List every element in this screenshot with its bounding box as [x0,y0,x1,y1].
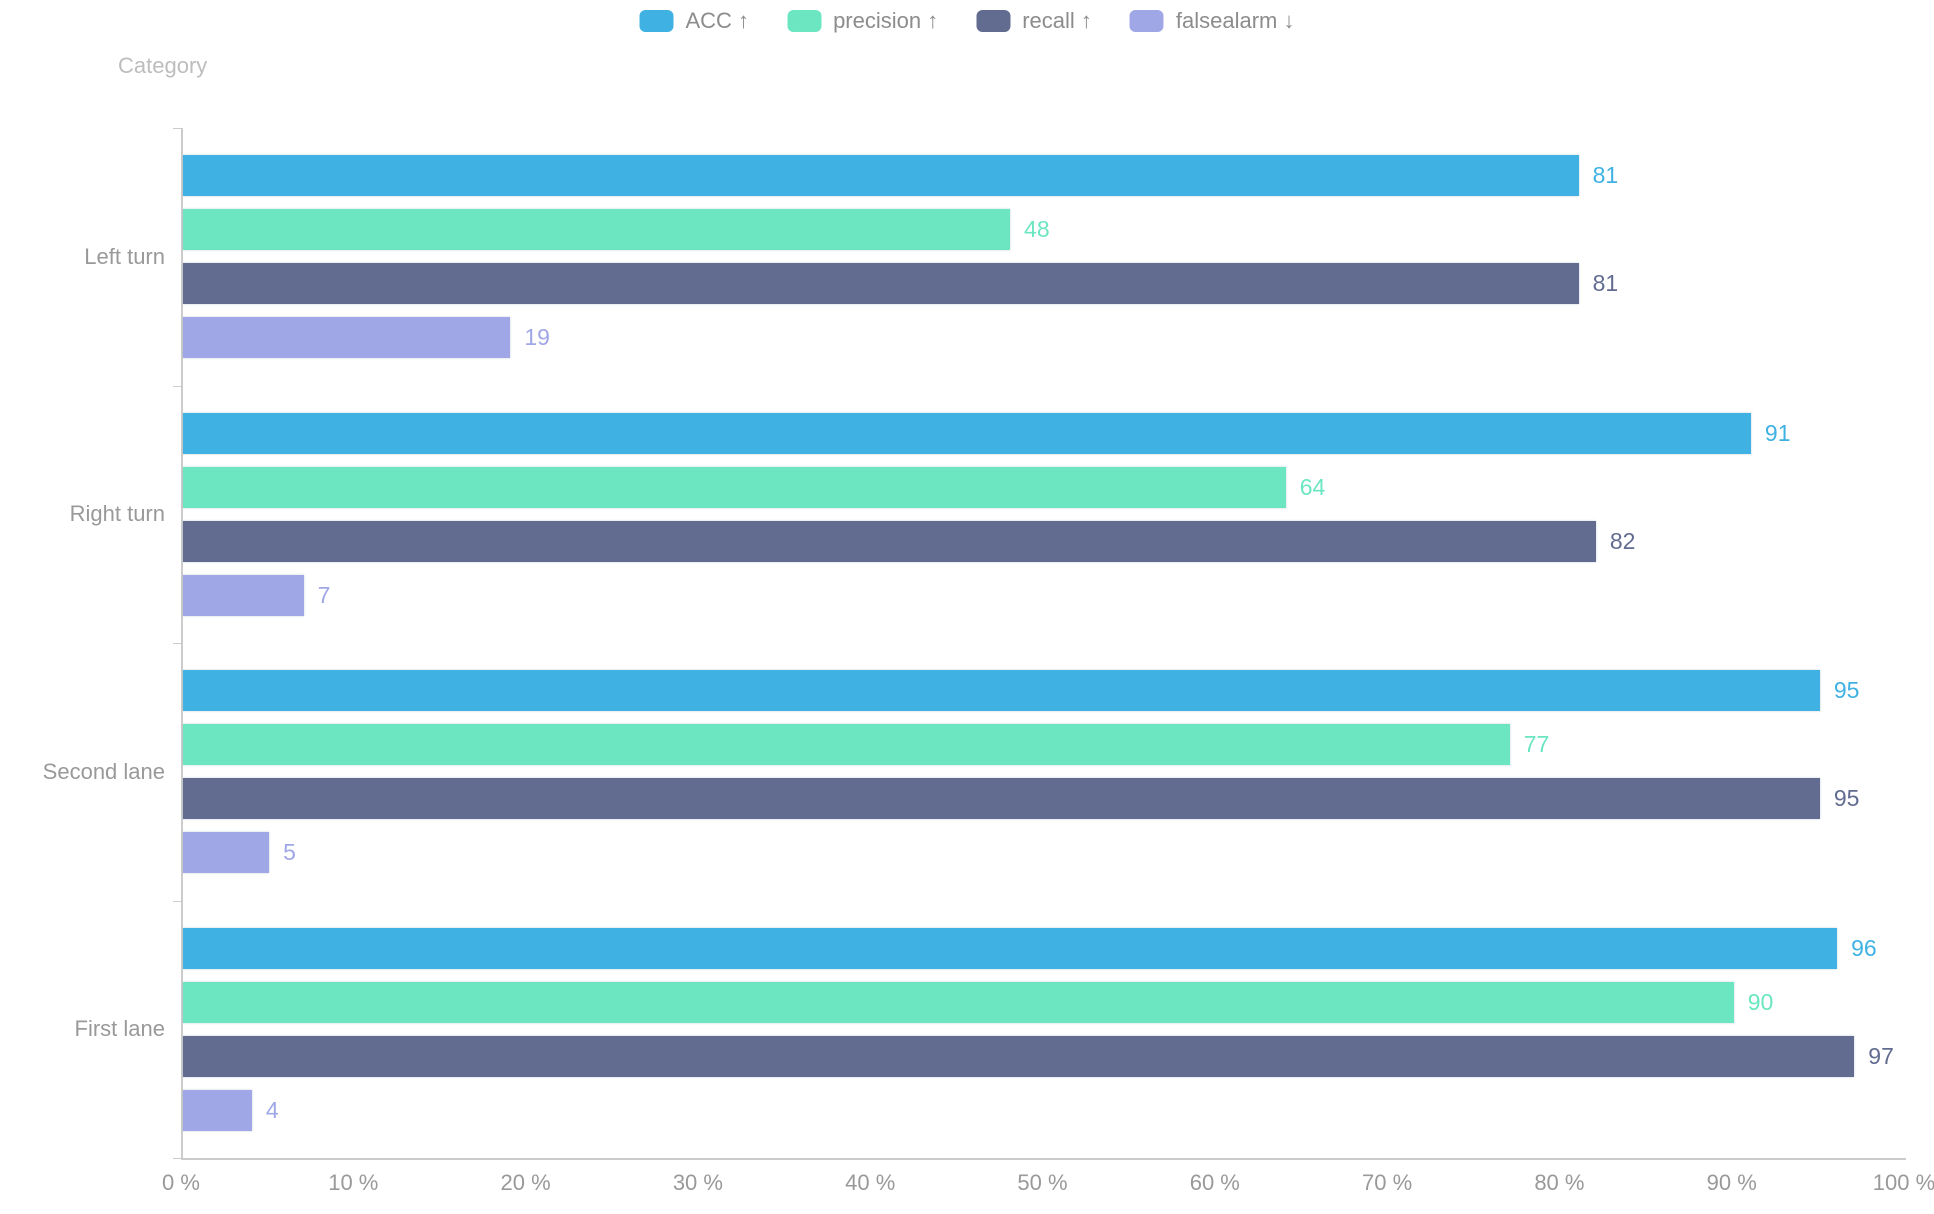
bar-row-second-lane-recall: 95 [183,778,1906,820]
x-tick-label-70: 70 % [1362,1170,1413,1195]
bar-row-right-turn-precision: 64 [183,466,1906,508]
bar-row-second-lane-falsealarm: 5 [183,832,1906,874]
bar-value-label: 91 [1764,419,1791,446]
bar-first-lane-recall [183,1035,1855,1077]
bar-group-second-lane: Second lane 95 77 95 5 [43,670,1906,874]
bar-value-label: 77 [1523,731,1550,758]
bar-value-label: 19 [524,324,550,351]
category-label-left-turn: Left turn [84,243,165,269]
legend-item-precision[interactable]: precision ↑ [787,8,938,34]
x-tick-label-20: 20 % [500,1170,551,1195]
bar-value-label: 5 [283,839,296,866]
legend-item-label: recall ↑ [1022,8,1092,33]
bar-second-lane-acc [183,670,1820,712]
bar-row-first-lane-falsealarm: 4 [183,1089,1906,1131]
bar-value-label: 4 [265,1096,279,1123]
y-axis-title: Category [118,53,208,78]
legend-swatch-icon [639,10,674,32]
legend-item-acc[interactable]: ACC ↑ [639,8,750,34]
legend-item-recall[interactable]: recall ↑ [976,8,1092,34]
x-tick-label-40: 40 % [845,1170,896,1195]
legend-swatch-icon [976,10,1011,32]
bar-left-turn-falsealarm [183,317,511,359]
x-tick-label-80: 80 % [1534,1170,1585,1195]
bar-right-turn-falsealarm [183,574,304,616]
x-tick-label-60: 60 % [1189,1170,1240,1195]
category-label-first-lane: First lane [74,1016,165,1042]
legend-item-label: precision ↑ [833,8,939,33]
bar-row-right-turn-acc: 91 [183,412,1906,454]
bar-second-lane-recall [183,778,1820,820]
bar-value-label: 64 [1299,473,1326,500]
legend-item-label: ACC ↑ [685,8,750,33]
bar-left-turn-precision [183,209,1011,251]
y-axis-tick [173,386,181,387]
y-axis-tick [173,643,181,644]
bar-row-left-turn-recall: 81 [183,263,1906,305]
plot-area: Left turn 81 48 81 19 Right turn 91 64 82 7 Second… [43,128,1906,1160]
legend-item-label: falsealarm ↓ [1175,8,1295,33]
bar-row-right-turn-falsealarm: 7 [183,574,1906,616]
y-axis-tick [173,901,181,902]
bar-value-label: 7 [317,581,331,608]
bar-second-lane-falsealarm [183,832,270,874]
bar-second-lane-precision [183,724,1510,766]
legend-swatch-icon [1129,10,1164,32]
bar-value-label: 82 [1609,527,1636,554]
bar-group-first-lane: First lane 96 90 97 4 [75,927,1906,1131]
legend-swatch-icon [787,10,822,32]
bar-row-left-turn-precision: 48 [183,209,1906,251]
x-tick-label-90: 90 % [1706,1170,1757,1195]
legend: ACC ↑ precision ↑ recall ↑ falsealarm ↓ [639,8,1295,34]
bar-row-first-lane-precision: 90 [183,981,1906,1023]
bar-value-label: 97 [1868,1042,1894,1069]
x-tick-label-30: 30 % [672,1170,723,1195]
bar-left-turn-recall [183,263,1579,305]
bar-value-label: 81 [1592,162,1619,189]
bar-row-second-lane-precision: 77 [183,724,1906,766]
bar-first-lane-falsealarm [183,1089,252,1131]
bar-value-label: 48 [1024,216,1050,243]
x-axis-tick-labels: 0 % 10 % 20 % 30 % 40 % 50 % 60 % 70 % 80 % 90 % 1… [162,1170,1934,1200]
bar-group-left-turn: Left turn 81 48 81 19 [84,155,1906,359]
bar-row-right-turn-recall: 82 [183,520,1906,562]
y-axis-tick [173,128,181,129]
bar-value-label: 90 [1747,988,1774,1015]
category-label-second-lane: Second lane [42,758,165,784]
bar-group-right-turn: Right turn 91 64 82 7 [70,412,1906,616]
bar-left-turn-acc [183,155,1579,197]
category-label-right-turn: Right turn [69,501,165,527]
bar-row-left-turn-acc: 81 [183,155,1906,197]
bar-right-turn-precision [183,466,1286,508]
bar-value-label: 95 [1833,677,1860,704]
y-axis-tick [173,1158,181,1159]
bar-value-label: 95 [1833,785,1860,812]
bar-row-left-turn-falsealarm: 19 [183,317,1906,359]
bar-first-lane-precision [183,981,1734,1023]
legend-item-falsealarm[interactable]: falsealarm ↓ [1129,8,1295,34]
bar-row-first-lane-recall: 97 [183,1035,1906,1077]
bar-row-second-lane-acc: 95 [183,670,1906,712]
bar-value-label: 96 [1851,934,1877,961]
x-tick-label-50: 50 % [1017,1170,1068,1195]
bar-right-turn-acc [183,412,1751,454]
bar-value-label: 81 [1592,270,1619,297]
bar-row-first-lane-acc: 96 [183,927,1906,969]
x-tick-label-10: 10 % [328,1170,379,1195]
x-tick-label-0: 0 % [162,1170,200,1195]
bar-right-turn-recall [183,520,1596,562]
x-tick-label-100: 100 % [1872,1170,1934,1195]
bar-first-lane-acc [183,927,1838,969]
